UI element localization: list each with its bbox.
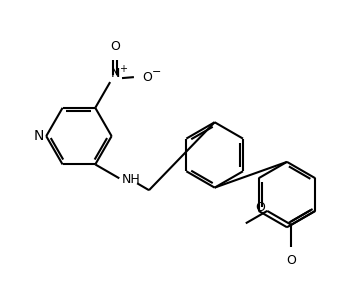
Text: O: O [142,71,152,84]
Text: −: − [152,67,161,77]
Text: +: + [119,64,127,74]
Text: N: N [34,129,45,143]
Text: O: O [255,201,265,215]
Text: N: N [111,67,120,80]
Text: NH: NH [121,173,140,186]
Text: O: O [110,40,120,53]
Text: O: O [286,254,296,266]
